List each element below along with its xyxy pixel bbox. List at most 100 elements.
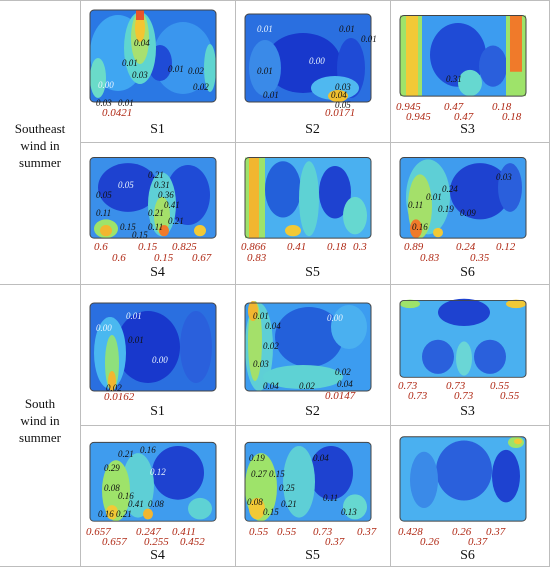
value-label: 0.945 <box>396 101 421 113</box>
value-label: 0.67 <box>192 252 212 264</box>
contour-plot: 0.24 0.03 0.09 0.19 0.16 0.11 0.01 <box>398 150 528 240</box>
value-label: 0.411 <box>172 526 196 538</box>
value-label: 0.41 <box>287 241 307 253</box>
value-label: 0.247 <box>136 526 161 538</box>
contour-label: 0.11 <box>96 208 112 218</box>
row-label-line: wind in <box>20 413 60 428</box>
row-label-line: summer <box>19 155 61 170</box>
contour-label: 0.01 <box>257 24 273 34</box>
row-label-line: wind in <box>20 138 60 153</box>
contour-label: 0.04 <box>263 381 279 391</box>
contour-label: 0.04 <box>134 38 150 48</box>
contour-label: 0.15 <box>263 507 279 517</box>
row-label-line: summer <box>19 430 61 445</box>
contour-label: 0.08 <box>247 497 263 507</box>
value-label: 0.452 <box>180 536 205 548</box>
contour-plot <box>398 433 528 523</box>
panel-south-s4: 0.21 0.16 0.29 0.08 0.16 0.41 0.08 0.16 … <box>80 425 235 566</box>
contour-plot: 0.01 0.04 0.02 0.03 0.00 0.02 0.04 0.02 … <box>243 297 373 393</box>
value-label: 0.18 <box>327 241 347 253</box>
value-label: 0.47 <box>444 101 464 113</box>
contour-plot <box>398 297 528 379</box>
contour-label: 0.00 <box>327 313 343 323</box>
panel-name: S4 <box>150 548 165 563</box>
value-label: 0.73 <box>313 526 333 538</box>
contour-label: 0.21 <box>168 216 184 226</box>
value-label: 0.657 <box>102 536 127 548</box>
contour-label: 0.02 <box>335 367 351 377</box>
value-label: 0.55 <box>500 390 520 402</box>
panel-southeast-s1: 0.04 0.01 0.03 0.00 0.01 0.02 0.03 0.01 … <box>80 0 235 142</box>
contour-label: 0.03 <box>335 82 351 92</box>
contour-label: 0.21 <box>118 449 134 459</box>
max-value-label: 0.0147 <box>325 390 356 402</box>
row-label-southeast: Southeast wind in summer <box>0 120 80 171</box>
panel-name: S2 <box>305 122 320 137</box>
contour-label: 0.03 <box>496 172 512 182</box>
panel-name: S3 <box>460 404 475 419</box>
contour-label: 0.15 <box>269 469 285 479</box>
max-value-label: 0.0171 <box>325 107 356 119</box>
contour-label: 0.04 <box>265 321 281 331</box>
value-label: 0.24 <box>456 241 476 253</box>
contour-label: 0.00 <box>152 355 168 365</box>
contour-label: 0.15 <box>120 222 136 232</box>
value-label: 0.37 <box>468 536 488 548</box>
grid-line <box>80 425 550 426</box>
contour-label: 0.12 <box>150 467 166 477</box>
contour-label: 0.41 <box>128 499 144 509</box>
contour-label: 0.01 <box>168 64 184 74</box>
value-label: 0.73 <box>408 390 428 402</box>
contour-label: 0.00 <box>309 56 325 66</box>
contour-label: 0.11 <box>408 200 424 210</box>
grid-line <box>390 0 391 567</box>
contour-label: 0.21 <box>281 499 297 509</box>
panel-name: S1 <box>150 122 165 137</box>
contour-plot: 0.04 0.01 0.03 0.00 0.01 0.02 0.03 0.01 … <box>88 8 218 108</box>
value-label: 0.37 <box>325 536 345 548</box>
contour-label: 0.16 <box>118 491 134 501</box>
value-label: 0.83 <box>420 252 440 264</box>
contour-label: 0.19 <box>438 204 454 214</box>
contour-label: 0.41 <box>164 200 180 210</box>
value-label: 0.55 <box>490 380 510 392</box>
value-label: 0.37 <box>486 526 506 538</box>
value-label: 0.12 <box>496 241 516 253</box>
contour-plot <box>243 150 373 240</box>
contour-label: 0.29 <box>104 463 120 473</box>
contour-label: 0.09 <box>460 208 476 218</box>
contour-label: 0.11 <box>323 493 339 503</box>
contour-label: 0.01 <box>339 24 355 34</box>
value-label: 0.657 <box>86 526 111 538</box>
value-label: 0.47 <box>454 111 474 123</box>
contour-label: 0.01 <box>263 90 279 100</box>
contour-label: 0.08 <box>148 499 164 509</box>
contour-plot: 0.19 0.27 0.15 0.25 0.08 0.21 0.11 0.15 … <box>243 437 373 523</box>
contour-label: 0.01 <box>122 58 138 68</box>
contour-label: 0.27 <box>251 469 267 479</box>
value-label: 0.35 <box>470 252 490 264</box>
value-label: 0.18 <box>502 111 522 123</box>
contour-label: 0.24 <box>442 184 458 194</box>
max-value-label: 0.0162 <box>104 391 135 403</box>
value-label: 0.89 <box>404 241 424 253</box>
contour-label: 0.05 <box>96 190 112 200</box>
value-label: 0.55 <box>277 526 297 538</box>
contour-label: 0.02 <box>299 381 315 391</box>
contour-plot: 0.00 0.01 0.01 0.03 0.04 0.05 0.01 0.01 … <box>243 8 377 110</box>
contour-label: 0.04 <box>337 379 353 389</box>
contour-label: 0.21 <box>116 509 132 519</box>
panel-name: S4 <box>150 265 165 280</box>
contour-label: 0.03 <box>96 98 112 108</box>
contour-label: 0.00 <box>96 323 112 333</box>
contour-label: 0.05 <box>118 180 134 190</box>
contour-label: 0.02 <box>193 82 209 92</box>
value-label: 0.83 <box>247 252 267 264</box>
grid-line <box>80 142 550 143</box>
contour-label: 0.11 <box>148 222 164 232</box>
contour-label: 0.01 <box>126 311 142 321</box>
max-value-label: 0.0421 <box>102 107 133 119</box>
value-label: 0.6 <box>112 252 126 264</box>
contour-label: 0.31 <box>446 74 462 84</box>
